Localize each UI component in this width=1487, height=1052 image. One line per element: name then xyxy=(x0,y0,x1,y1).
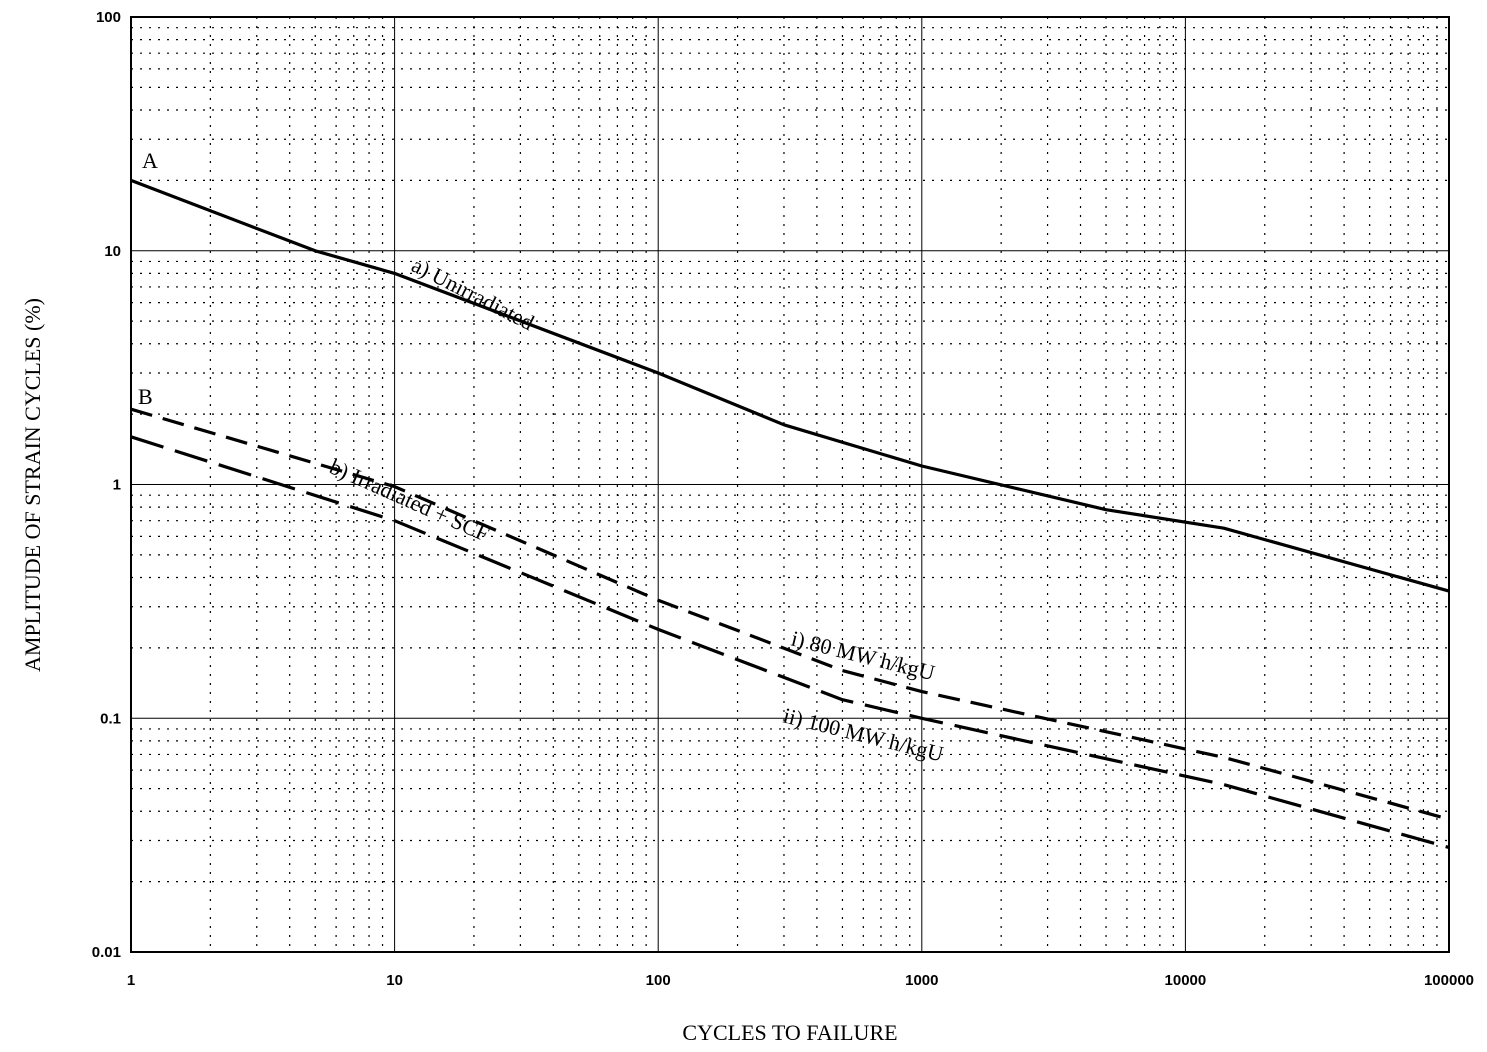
x-tick-label: 1000 xyxy=(905,972,938,989)
minor-gridlines xyxy=(131,17,1449,952)
major-gridlines xyxy=(131,17,1449,952)
series-layer xyxy=(130,178,1450,850)
series-line-2 xyxy=(130,407,1450,821)
series-line-1 xyxy=(130,178,1450,593)
x-tick-label: 100 xyxy=(646,972,671,989)
x-tick-label: 10 xyxy=(386,972,403,989)
annotation-point-a: A xyxy=(142,148,158,173)
x-axis-tick-labels: 1 10 100 1000 10000 100000 xyxy=(127,972,1474,989)
y-tick-label: 1 xyxy=(113,477,121,494)
y-axis-tick-labels: 100 10 1 0.1 0.01 xyxy=(92,9,121,961)
x-tick-label: 100000 xyxy=(1424,972,1474,989)
annotation-curve-a: a) Unirradiated xyxy=(408,252,539,335)
x-tick-label: 1 xyxy=(127,972,135,989)
x-axis-title: CYCLES TO FAILURE xyxy=(682,1020,897,1045)
y-tick-label: 0.01 xyxy=(92,944,121,961)
annotation-curve-b: b) Irradiated + SCF xyxy=(326,454,493,547)
y-tick-label: 10 xyxy=(104,243,121,260)
plot-frame xyxy=(130,16,1450,953)
y-tick-label: 100 xyxy=(96,9,121,26)
y-tick-label: 0.1 xyxy=(100,710,121,727)
annotation-point-b: B xyxy=(138,384,153,409)
x-tick-label: 10000 xyxy=(1165,972,1207,989)
y-axis-title: AMPLITUDE OF STRAIN CYCLES (%) xyxy=(20,298,45,672)
series-line-3 xyxy=(130,435,1450,850)
